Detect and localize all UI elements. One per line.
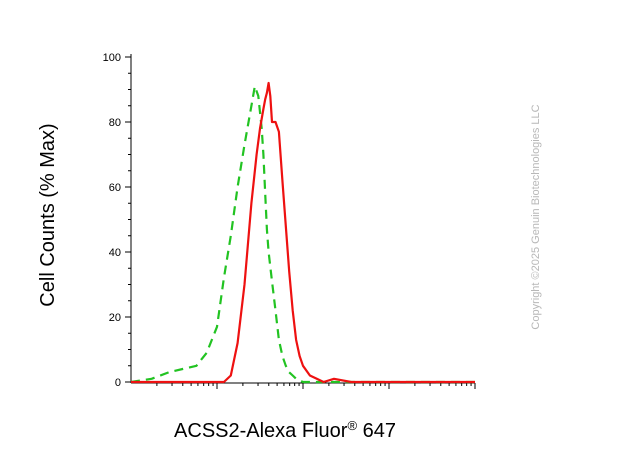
- y-tick-label: 20: [109, 312, 121, 324]
- x-axis-label-main: ACSS2-Alexa Fluor: [174, 420, 348, 442]
- y-tick-label: 40: [109, 247, 121, 259]
- axes: [130, 54, 475, 384]
- x-axis-label: ACSS2-Alexa Fluor® 647: [174, 418, 396, 442]
- y-tick-label: 60: [109, 182, 121, 194]
- y-tick-label: 80: [109, 117, 121, 129]
- series-lines: [130, 81, 475, 384]
- x-axis-label-registered: ®: [347, 418, 357, 433]
- y-axis-label: Cell Counts (% Max): [37, 123, 59, 306]
- control-histogram-line: [130, 85, 475, 384]
- copyright-watermark: Copyright ©2025 Genuin Biotechnologies L…: [530, 104, 542, 329]
- y-tick-label: 100: [103, 52, 121, 64]
- y-tick-label: 0: [115, 377, 121, 389]
- sample-histogram-line: [131, 81, 475, 384]
- x-axis-label-tail: 647: [357, 420, 396, 442]
- ticks: 0 20 40 60 80 100: [103, 52, 476, 389]
